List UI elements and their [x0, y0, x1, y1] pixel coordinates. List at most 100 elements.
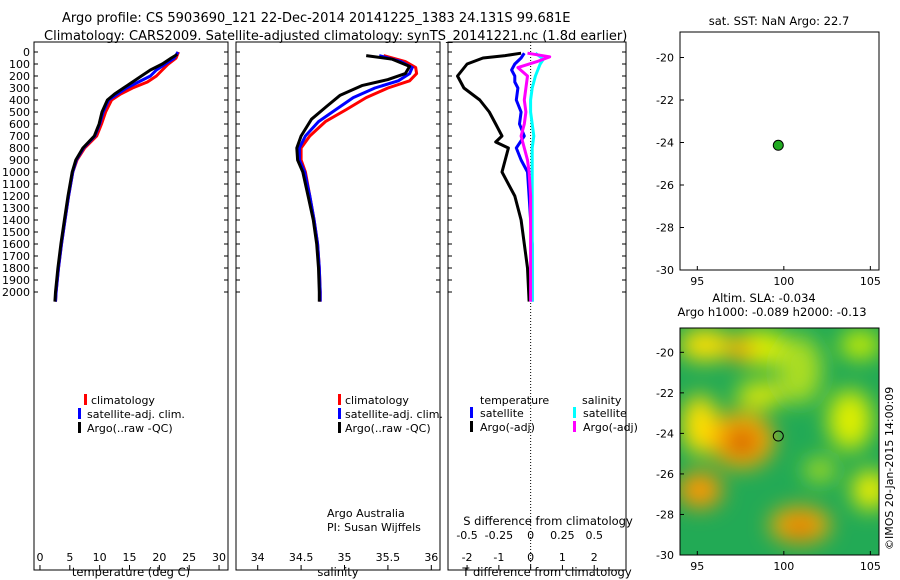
legend-t-argo: Argo(-adj)	[480, 421, 535, 434]
title-line2: Climatology: CARS2009. Satellite-adjuste…	[44, 29, 627, 44]
sal-legend: climatology satellite-adj. clim. Argo(..…	[327, 394, 443, 534]
sal-series-line	[295, 54, 412, 302]
temp-xtick-label: 10	[93, 551, 107, 564]
depth-tick-label: 1700	[2, 250, 30, 263]
legend-title-temperature: temperature	[480, 394, 549, 407]
sst-ytick-label: -26	[656, 179, 674, 192]
legend-s-satellite: satellite	[583, 407, 627, 420]
credit-label: ©IMOS 20-Jan-2015 14:00:09	[883, 387, 896, 550]
sal-xlabel: salinity	[317, 565, 358, 579]
depth-tick-label: 0	[23, 46, 30, 59]
depth-tick-label: 1300	[2, 202, 30, 215]
sal-xtick-label: 34	[251, 551, 265, 564]
depth-tick-label: 1000	[2, 166, 30, 179]
sla-ytick-label: -26	[656, 468, 674, 481]
depth-tick-label: 1900	[2, 274, 30, 287]
depth-tick-label: 2000	[2, 286, 30, 299]
depth-tick-label: 100	[9, 58, 30, 71]
sal-xtick-label: 34.5	[289, 551, 314, 564]
temp-series-line	[54, 51, 180, 302]
depth-tick-label: 1200	[2, 190, 30, 203]
diff-top-tick-label: 0.5	[585, 529, 603, 542]
sla-ytick-label: -28	[656, 508, 674, 521]
depth-tick-label: 800	[9, 142, 30, 155]
tick-labels: 0 5 10 15 20 25 30 34 34.5 35 35.5 36 -2 -1 0 1 2 -0.5 -0.…	[2, 46, 626, 570]
sst-xtick-label: 105	[860, 275, 881, 288]
depth-tick-label: 1400	[2, 214, 30, 227]
temp-xtick-label: 0	[36, 551, 43, 564]
depth-tick-label: 200	[9, 70, 30, 83]
sst-xtick-label: 95	[690, 275, 704, 288]
sla-map-axes	[679, 327, 880, 556]
sla-title-1: Altim. SLA: -0.034	[712, 291, 816, 305]
temp-xtick-label: 20	[152, 551, 166, 564]
legend-climatology: climatology	[91, 394, 155, 407]
sst-map-axes	[679, 31, 880, 271]
sst-ytick-label: -22	[656, 94, 674, 107]
sal-xtick-label: 35	[338, 551, 352, 564]
legend-s-argo: Argo(-adj)	[583, 421, 638, 434]
diff-top-tick-label: 0.25	[550, 529, 575, 542]
sla-xtick-label: 95	[690, 560, 704, 573]
sal-xtick-label: 35.5	[376, 551, 401, 564]
diff-xtick-label: 1	[559, 551, 566, 564]
sst-ytick-label: -28	[656, 222, 674, 235]
sla-title-2: Argo h1000: -0.089 h2000: -0.13	[677, 305, 866, 319]
diff-series-line	[529, 52, 545, 302]
depth-tick-label: 1800	[2, 262, 30, 275]
sla-argo-point	[772, 430, 784, 442]
series-lines	[53, 51, 552, 302]
depth-tick-label: 1500	[2, 226, 30, 239]
diff-series-line	[456, 51, 531, 302]
legend-satellite: satellite-adj. clim.	[87, 408, 185, 421]
sla-xtick-label: 100	[773, 560, 794, 573]
sst-title: sat. SST: NaN Argo: 22.7	[709, 14, 850, 28]
depth-tick-label: 1600	[2, 238, 30, 251]
sla-ytick-label: -22	[656, 387, 674, 400]
depth-tick-label: 900	[9, 154, 30, 167]
legend-title-salinity: salinity	[582, 394, 622, 407]
pi-label: PI: Susan Wijffels	[327, 521, 421, 534]
sla-ytick-label: -30	[656, 549, 674, 562]
sla-ytick-label: -24	[656, 427, 674, 440]
temp-xtick-label: 25	[182, 551, 196, 564]
sst-ytick-label: -24	[656, 137, 674, 150]
sla-ytick-label: -20	[656, 346, 674, 359]
legend-climatology: climatology	[345, 394, 409, 407]
depth-tick-label: 400	[9, 94, 30, 107]
diff-top-tick-label: -0.25	[485, 529, 513, 542]
temp-xlabel: temperature (deg C)	[72, 565, 190, 579]
diff-top-tick-label: -0.5	[456, 529, 477, 542]
temp-axes	[33, 41, 229, 571]
temp-legend: climatology satellite-adj. clim. Argo(..…	[78, 394, 185, 435]
temp-series-line	[54, 51, 180, 302]
depth-tick-label: 700	[9, 130, 30, 143]
diff-legend: temperature salinity satellite Argo(-adj…	[470, 394, 638, 434]
sst-ytick-label: -20	[656, 52, 674, 65]
legend-argo: Argo(..raw -QC)	[345, 422, 431, 435]
title-line1: Argo profile: CS 5903690_121 22-Dec-2014…	[62, 11, 570, 26]
map-points: -20 -22 -24 -26 -28 -30 95 100 105 -20 -22 -24 -26 -2…	[656, 52, 881, 574]
sla-xtick-label: 105	[860, 560, 881, 573]
legend-satellite: satellite-adj. clim.	[345, 408, 443, 421]
diff-xtick-label: 0	[527, 551, 534, 564]
diff-top-tick-label: 0	[527, 529, 534, 542]
sst-argo-point	[772, 139, 784, 151]
sst-xtick-label: 100	[773, 275, 794, 288]
depth-tick-label: 600	[9, 118, 30, 131]
temp-xtick-label: 5	[66, 551, 73, 564]
argo-australia-label: Argo Australia	[327, 507, 405, 520]
sal-xtick-label: 36	[424, 551, 438, 564]
diff-xtick-label: 2	[591, 551, 598, 564]
temp-series-line	[53, 53, 179, 302]
depth-tick-label: 500	[9, 106, 30, 119]
sal-series-line	[297, 54, 414, 302]
diff-xlabel: T difference from climatology	[461, 565, 632, 579]
sla-heatmap	[680, 328, 879, 555]
legend-t-satellite: satellite	[480, 407, 524, 420]
diff-xtick-label: -2	[462, 551, 473, 564]
sst-ytick-label: -30	[656, 264, 674, 277]
temp-xtick-label: 30	[212, 551, 226, 564]
sal-axes	[235, 41, 441, 571]
diff-axes	[447, 41, 627, 571]
